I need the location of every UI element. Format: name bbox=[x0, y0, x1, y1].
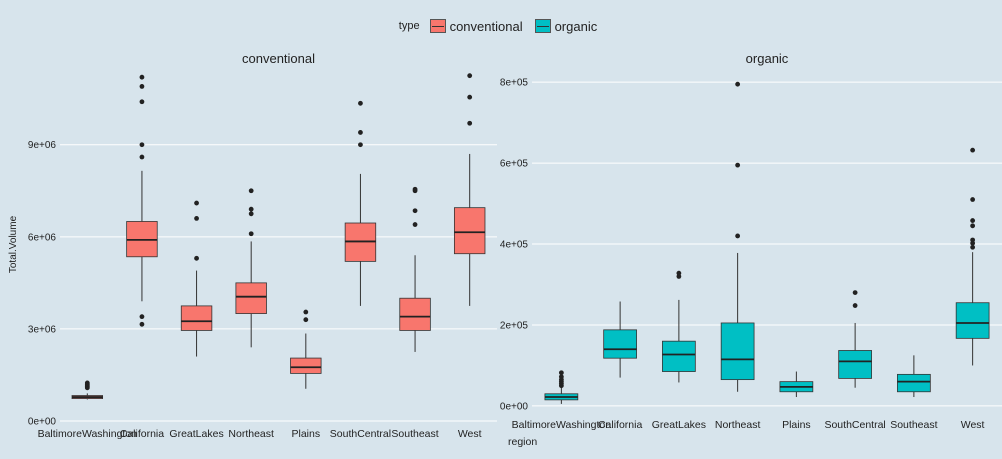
conventional-outlier-point bbox=[467, 73, 473, 79]
conventional-outlier-point bbox=[358, 142, 363, 148]
organic-panel-title: organic bbox=[746, 51, 789, 66]
conventional-outlier-point bbox=[412, 186, 418, 192]
legend-label-conventional: conventional bbox=[449, 18, 523, 34]
conventional-ytick-label: 3e+06 bbox=[28, 324, 57, 335]
conventional-outlier-point bbox=[303, 317, 309, 323]
conventional-outlier-point bbox=[303, 309, 309, 315]
organic-outlier-point bbox=[970, 223, 976, 229]
conventional-outlier-point bbox=[248, 188, 254, 194]
organic-box-SouthCentral bbox=[838, 350, 872, 379]
conventional-xtick-label: GreatLakes bbox=[169, 428, 223, 440]
organic-xtick-label: SouthCentral bbox=[824, 419, 885, 431]
organic-xtick-label: BaltimoreWashington bbox=[512, 419, 612, 431]
organic-outlier-point bbox=[970, 147, 976, 153]
organic-xtick-label: Southeast bbox=[890, 419, 937, 431]
conventional-box-Northeast bbox=[235, 282, 267, 314]
conventional-outlier-point bbox=[139, 321, 145, 327]
legend-label-organic: organic bbox=[554, 18, 598, 34]
conventional-outlier-point bbox=[139, 84, 145, 89]
conventional-xtick-label: Southeast bbox=[391, 428, 438, 440]
organic-outlier-point bbox=[970, 218, 976, 223]
conventional-outlier-point bbox=[139, 142, 145, 148]
conventional-outlier-point bbox=[467, 120, 473, 126]
legend-item-organic: organic bbox=[534, 18, 598, 34]
conventional-y-axis-label: Total.Volume bbox=[8, 215, 19, 273]
organic-box-Northeast bbox=[720, 322, 755, 381]
organic-box-GreatLakes bbox=[662, 340, 696, 372]
conventional-outlier-point bbox=[139, 99, 145, 105]
legend-title: type bbox=[398, 20, 420, 32]
organic-outlier-point bbox=[558, 370, 564, 376]
organic-xtick-label: West bbox=[961, 419, 985, 431]
organic-outlier-point bbox=[970, 237, 976, 243]
legend: type conventional organic bbox=[0, 16, 1002, 36]
conventional-outlier-point bbox=[194, 255, 199, 261]
conventional-xtick-label: West bbox=[458, 428, 482, 440]
conventional-box-Plains bbox=[290, 357, 322, 374]
organic-ytick-label: 0e+00 bbox=[500, 401, 529, 412]
conventional-outlier-point bbox=[194, 200, 199, 206]
organic-xtick-label: California bbox=[598, 419, 643, 431]
conventional-outlier-point bbox=[139, 74, 145, 80]
organic-ytick-label: 2e+05 bbox=[500, 320, 529, 331]
organic-outlier-point bbox=[852, 290, 858, 296]
organic-outlier-point bbox=[735, 81, 741, 87]
organic-outlier-point bbox=[558, 374, 564, 380]
organic-ytick-label: 4e+05 bbox=[500, 240, 529, 251]
conventional-ytick-label: 6e+06 bbox=[28, 232, 57, 243]
conventional-box-Southeast bbox=[399, 297, 431, 331]
organic-outlier-point bbox=[735, 233, 741, 239]
conventional-box-West bbox=[453, 207, 486, 255]
conventional-box-GreatLakes bbox=[180, 305, 213, 331]
organic-outlier-point bbox=[970, 197, 976, 202]
organic-box-West bbox=[955, 302, 990, 339]
conventional-panel-title: conventional bbox=[242, 51, 315, 66]
organic-box-Southeast bbox=[897, 373, 931, 393]
conventional-ytick-label: 9e+06 bbox=[28, 140, 57, 151]
legend-key-conventional bbox=[429, 19, 446, 33]
organic-xtick-label: GreatLakes bbox=[652, 419, 706, 431]
conventional-outlier-point bbox=[412, 222, 418, 227]
organic-xtick-label: Northeast bbox=[715, 419, 761, 431]
conventional-outlier-point bbox=[139, 314, 145, 320]
organic-ytick-label: 8e+05 bbox=[500, 78, 529, 89]
conventional-outlier-point bbox=[412, 208, 418, 214]
conventional-xtick-label: Plains bbox=[292, 428, 321, 440]
conventional-outlier-point bbox=[248, 206, 254, 212]
conventional-outlier-point bbox=[248, 211, 254, 217]
conventional-outlier-point bbox=[248, 231, 254, 237]
conventional-outlier-point bbox=[358, 100, 363, 106]
organic-xtick-label: Plains bbox=[782, 419, 811, 431]
conventional-xtick-label: SouthCentral bbox=[330, 428, 391, 440]
organic-outlier-point bbox=[735, 162, 741, 168]
organic-outlier-point bbox=[852, 303, 858, 308]
conventional-xtick-label: BaltimoreWashington bbox=[38, 428, 138, 440]
legend-item-conventional: conventional bbox=[429, 18, 523, 34]
conventional-outlier-point bbox=[358, 130, 363, 135]
organic-box-California bbox=[603, 329, 637, 359]
conventional-ytick-label: 0e+00 bbox=[28, 417, 57, 428]
conventional-outlier-point bbox=[139, 154, 145, 160]
conventional-outlier-point bbox=[194, 216, 199, 221]
conventional-xtick-label: Northeast bbox=[228, 428, 274, 440]
organic-x-axis-label: region bbox=[508, 436, 537, 448]
conventional-outlier-point bbox=[84, 380, 90, 386]
organic-ytick-label: 6e+05 bbox=[500, 159, 529, 170]
organic-outlier-point bbox=[676, 270, 682, 276]
conventional-xtick-label: California bbox=[120, 428, 165, 440]
conventional-outlier-point bbox=[467, 94, 473, 100]
legend-key-organic bbox=[534, 19, 551, 33]
organic-outlier-point bbox=[970, 244, 976, 250]
